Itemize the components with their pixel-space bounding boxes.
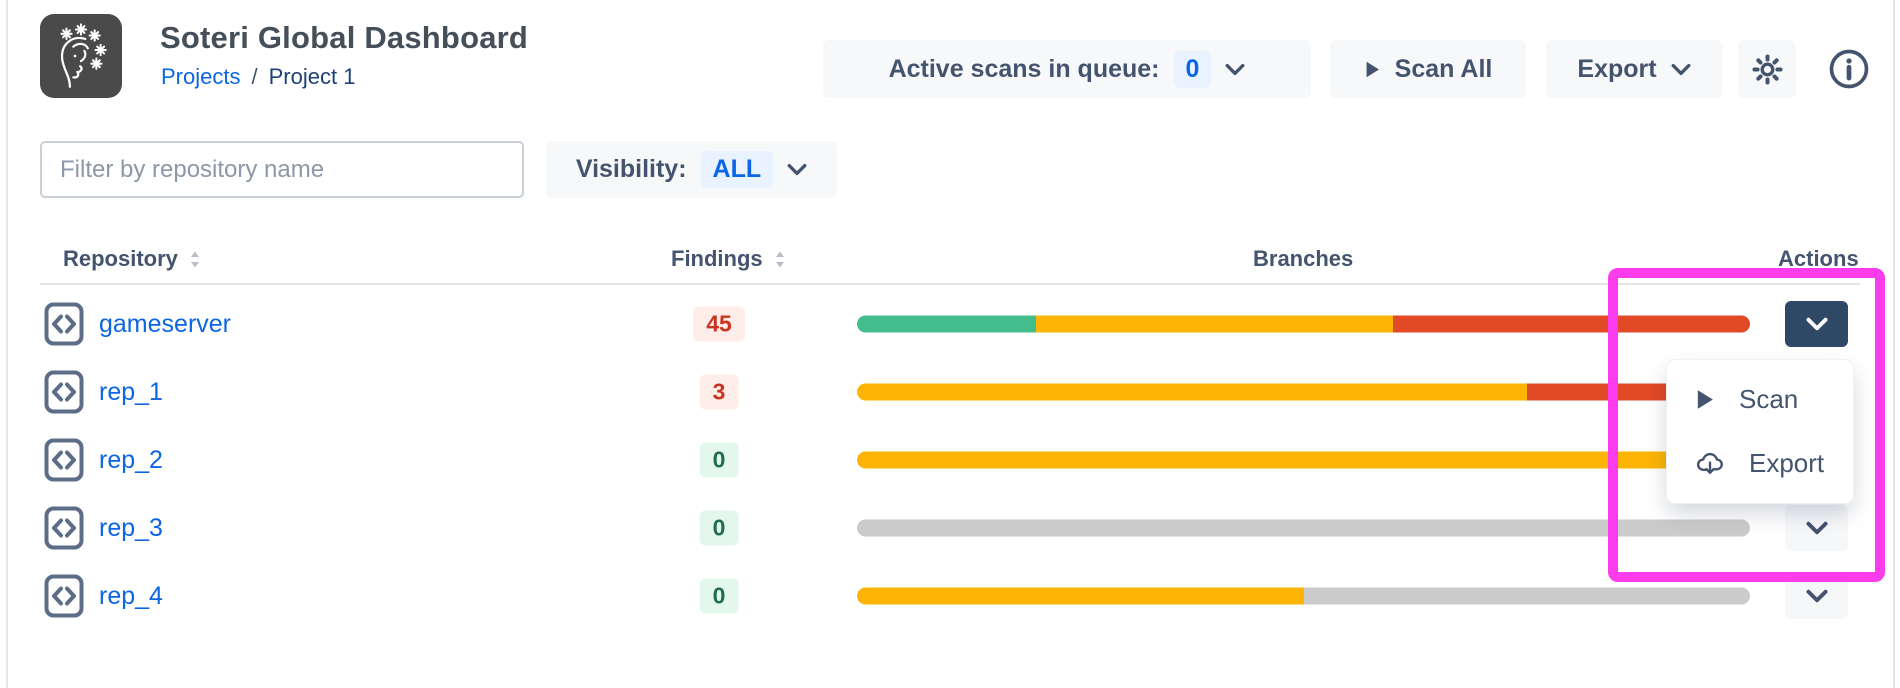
table-row: rep_2 0 (0, 426, 1900, 494)
findings-count-badge: 3 (699, 374, 739, 410)
findings-count-badge: 0 (699, 442, 739, 478)
table-row: rep_1 3 (0, 358, 1900, 426)
table-header-divider (40, 283, 1860, 285)
repository-cell: gameserver (44, 302, 231, 346)
column-label: Branches (1253, 246, 1354, 271)
export-download-icon (1697, 452, 1723, 474)
visibility-value-badge: ALL (700, 151, 774, 188)
branch-bar-segment-yellow (1035, 315, 1393, 333)
menu-item-label: Export (1749, 448, 1825, 478)
info-icon (1829, 49, 1869, 89)
branch-bar-segment-red (1392, 315, 1750, 333)
chevron-down-icon (1805, 521, 1828, 535)
repository-cell: rep_1 (44, 370, 163, 414)
branch-bar-segment-green (857, 315, 1036, 333)
soteri-logo (40, 14, 122, 98)
column-header-actions: Actions (1778, 246, 1859, 272)
breadcrumb-separator: / (251, 64, 258, 89)
menu-item-scan[interactable]: Scan (1667, 368, 1853, 432)
repository-icon (44, 302, 84, 346)
menu-item-export[interactable]: Export (1667, 432, 1853, 496)
table-row: gameserver 45 (0, 290, 1900, 358)
menu-item-label: Scan (1739, 384, 1799, 414)
sort-icon (190, 251, 199, 267)
repository-link[interactable]: rep_4 (99, 581, 163, 610)
row-actions-dropdown-button[interactable] (1785, 301, 1848, 347)
row-actions-dropdown-button[interactable] (1785, 573, 1848, 619)
queue-label: Active scans in queue: (888, 54, 1160, 83)
chevron-down-icon (1805, 317, 1828, 331)
branch-bar-segment-gray (1303, 587, 1750, 605)
findings-count-badge: 0 (699, 578, 739, 614)
column-header-findings[interactable]: Findings (671, 246, 787, 272)
visibility-dropdown[interactable]: Visibility: ALL (546, 141, 837, 198)
column-label: Findings (671, 246, 763, 271)
window-right-edge (1893, 0, 1895, 688)
repository-link[interactable]: rep_3 (99, 513, 163, 542)
export-label: Export (1577, 54, 1657, 83)
scan-all-label: Scan All (1394, 54, 1493, 83)
queue-count-badge: 0 (1173, 50, 1212, 88)
repository-cell: rep_2 (44, 438, 163, 482)
branches-status-bar (857, 315, 1750, 333)
repository-cell: rep_3 (44, 506, 163, 550)
chevron-down-icon (787, 163, 807, 176)
column-header-branches: Branches (1253, 246, 1353, 272)
info-button[interactable] (1820, 40, 1878, 98)
chevron-down-icon (1805, 589, 1828, 603)
column-header-repository[interactable]: Repository (63, 246, 202, 272)
repository-icon (44, 506, 84, 550)
breadcrumb: Projects / Project 1 (161, 64, 355, 90)
repository-filter-input[interactable] (40, 141, 524, 198)
table-row: rep_3 0 (0, 494, 1900, 562)
findings-count-badge: 45 (693, 306, 745, 342)
branch-bar-segment-yellow (857, 587, 1304, 605)
column-label: Actions (1778, 246, 1859, 271)
branches-status-bar (857, 451, 1750, 469)
repository-link[interactable]: rep_1 (99, 377, 163, 406)
repository-cell: rep_4 (44, 574, 163, 618)
table-row: rep_4 0 (0, 562, 1900, 630)
findings-count-badge: 0 (699, 510, 739, 546)
active-scans-queue-dropdown[interactable]: Active scans in queue: 0 (823, 40, 1311, 98)
repository-link[interactable]: rep_2 (99, 445, 163, 474)
window-left-edge (6, 0, 8, 688)
gear-icon (1751, 53, 1783, 85)
column-label: Repository (63, 246, 178, 271)
breadcrumb-current-project: Project 1 (268, 64, 356, 89)
branch-bar-segment-yellow (857, 383, 1527, 401)
repository-link[interactable]: gameserver (99, 309, 231, 338)
chevron-down-icon (1225, 63, 1245, 75)
breadcrumb-projects-link[interactable]: Projects (161, 64, 241, 89)
repository-icon (44, 574, 84, 618)
row-actions-dropdown-button[interactable] (1785, 505, 1848, 551)
repository-icon (44, 370, 84, 414)
settings-button[interactable] (1738, 40, 1796, 98)
sort-icon (775, 251, 784, 267)
visibility-label: Visibility: (575, 155, 687, 183)
play-icon (1366, 61, 1379, 77)
row-actions-menu: Scan Export (1667, 360, 1853, 503)
repository-icon (44, 438, 84, 482)
branch-bar-segment-yellow (857, 451, 1750, 469)
branches-status-bar (857, 519, 1750, 537)
branches-status-bar (857, 383, 1750, 401)
soteri-face-icon (60, 23, 107, 88)
branch-bar-segment-gray (857, 519, 1750, 537)
page-title: Soteri Global Dashboard (160, 20, 529, 55)
branches-status-bar (857, 587, 1750, 605)
chevron-down-icon (1671, 63, 1691, 75)
export-dropdown-button[interactable]: Export (1546, 40, 1722, 98)
scan-all-button[interactable]: Scan All (1330, 40, 1526, 98)
repository-table-body: gameserver 45 rep_1 3 (0, 290, 1900, 630)
play-icon (1697, 390, 1713, 409)
